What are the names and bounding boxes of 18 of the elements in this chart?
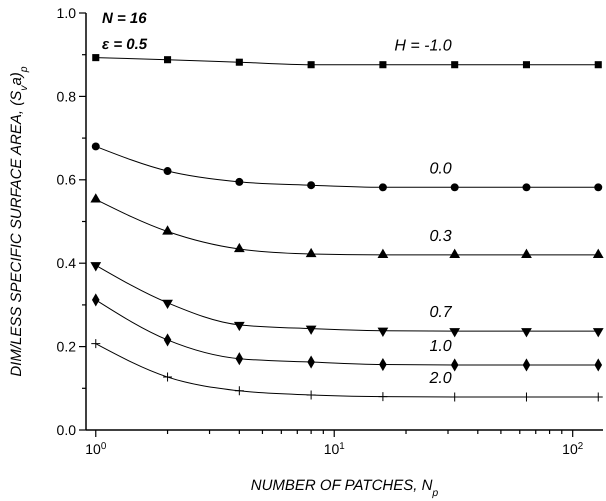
series-label: H = -1.0: [394, 38, 452, 55]
x-tick-label: 10$^{2}$: [562, 440, 584, 457]
x-tick-label: 10$^{1}$: [324, 440, 345, 457]
series-label: 1.0: [429, 338, 452, 355]
y-tick-label: 0.6: [56, 172, 76, 188]
series-label: 0.3: [429, 228, 452, 245]
y-tick-label: 0.4: [56, 255, 76, 272]
y-tick-label: 0.8: [56, 88, 76, 104]
annotation: ε = 0.5: [102, 36, 148, 53]
y-tick-label: 0.2: [56, 338, 76, 354]
series-label: 0.7: [429, 304, 453, 322]
y-tick-label: 0.0: [56, 422, 76, 438]
annotation: N = 16: [102, 10, 148, 27]
y-tick-label: 1.0: [56, 4, 76, 21]
series-label: 0.0: [429, 160, 452, 178]
series-label: 2.0: [428, 370, 452, 388]
x-tick-label: 10$^{0}$: [85, 440, 107, 457]
x-axis-title: NUMBER OF PATCHES, N$_{p}$: [250, 477, 438, 499]
